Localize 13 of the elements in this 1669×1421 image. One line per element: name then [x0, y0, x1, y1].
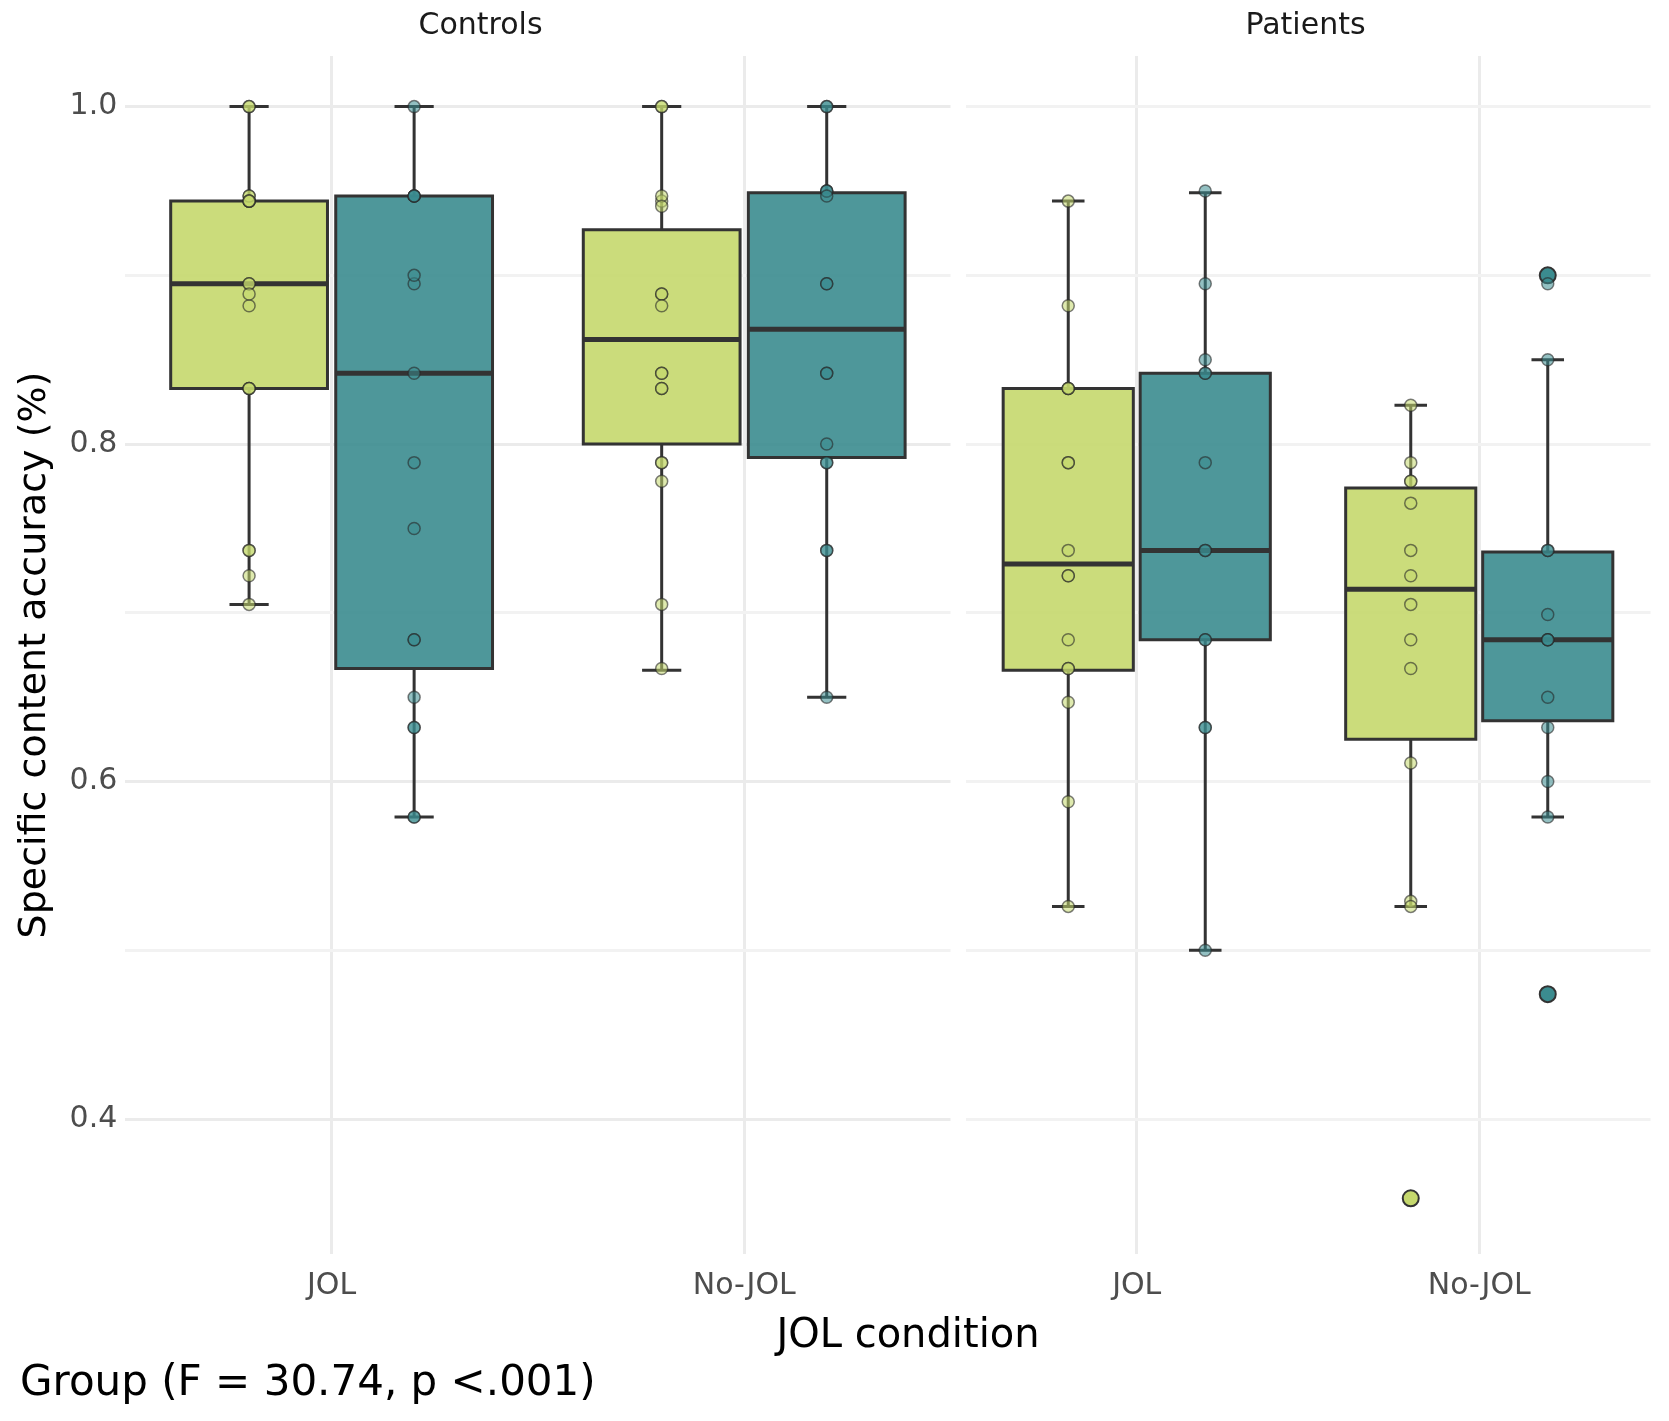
x-tick-label: JOL — [305, 1265, 357, 1301]
y-tick-label: 0.4 — [69, 1098, 118, 1134]
text: Group (F = 30.74, p <.001) — [19, 1356, 597, 1405]
chart-title: Patients — [1245, 5, 1366, 41]
chart-title: Controls — [418, 5, 543, 41]
x-tick-label: No-JOL — [692, 1265, 796, 1301]
x-axis-title: JOL condition — [773, 1310, 1041, 1356]
x-tick-label: No-JOL — [1427, 1265, 1532, 1301]
x-tick-label: JOL — [1110, 1265, 1162, 1301]
y-tick-label: 1.0 — [69, 86, 118, 122]
y-tick-label: 0.6 — [69, 761, 118, 797]
y-axis-title: Specific content accuracy (%) — [9, 371, 54, 939]
y-tick-label: 0.8 — [69, 423, 118, 459]
